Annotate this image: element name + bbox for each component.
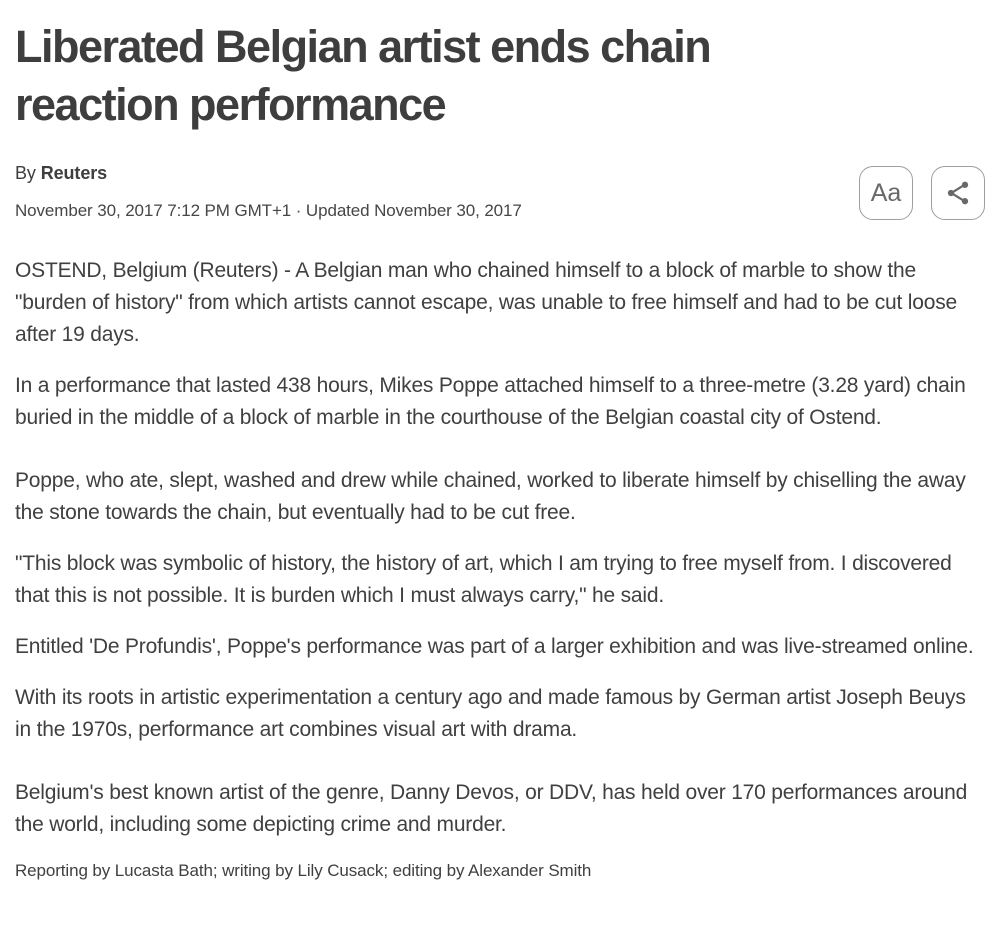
article-toolbar: Aa xyxy=(859,166,985,220)
dateline: November 30, 2017 7:12 PM GMT+1 · Update… xyxy=(15,201,522,220)
byline: By Reuters xyxy=(15,162,859,184)
paragraph: With its roots in artistic experimentati… xyxy=(15,686,966,741)
text-size-button[interactable]: Aa xyxy=(859,166,913,220)
article-meta: By Reuters November 30, 2017 7:12 PM GMT… xyxy=(15,162,859,222)
paragraph: In a performance that lasted 438 hours, … xyxy=(15,374,966,429)
reporting-attribution: Reporting by Lucasta Bath; writing by Li… xyxy=(15,861,592,880)
article-body: OSTEND, Belgium (Reuters) - A Belgian ma… xyxy=(15,255,977,882)
share-icon xyxy=(944,179,972,207)
paragraph: Belgium's best known artist of the genre… xyxy=(15,781,968,836)
paragraph: Poppe, who ate, slept, washed and drew w… xyxy=(15,469,966,524)
paragraph: OSTEND, Belgium (Reuters) - A Belgian ma… xyxy=(15,259,957,346)
byline-author: Reuters xyxy=(40,163,108,183)
paragraph: "This block was symbolic of history, the… xyxy=(15,552,952,607)
share-button[interactable] xyxy=(931,166,985,220)
article-header: By Reuters November 30, 2017 7:12 PM GMT… xyxy=(15,162,985,222)
article-page: Liberated Belgian artist ends chain reac… xyxy=(0,18,1000,926)
text-size-icon: Aa xyxy=(870,178,902,207)
byline-prefix: By xyxy=(15,163,41,183)
article-headline: Liberated Belgian artist ends chain reac… xyxy=(15,21,712,130)
paragraph: Entitled 'De Profundis', Poppe's perform… xyxy=(15,635,974,658)
